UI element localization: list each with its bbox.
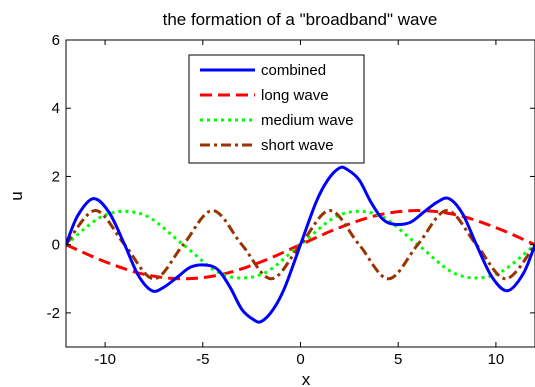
x-tick-label: -5 [196, 351, 209, 368]
legend: combined long wave medium wave short wave [188, 54, 365, 164]
axes-layer: -10 -5 0 5 10 -2 0 2 4 6 [47, 32, 535, 368]
y-tick-label: -2 [47, 305, 60, 322]
y-tick-label: 4 [52, 100, 60, 117]
y-tick-label: 2 [52, 168, 60, 185]
y-tick-label: 0 [52, 237, 60, 254]
legend-label-long-wave: long wave [261, 87, 329, 104]
x-tick-label: 10 [488, 351, 505, 368]
series-layer [66, 165, 535, 324]
series-line-combined [66, 165, 535, 324]
legend-label-medium-wave: medium wave [261, 112, 354, 129]
x-tick-label: 0 [296, 351, 304, 368]
legend-box [188, 54, 365, 164]
legend-label-combined: combined [261, 62, 326, 79]
x-tick-label: 5 [394, 351, 402, 368]
x-axis-label: x [302, 370, 311, 387]
legend-label-short-wave: short wave [261, 137, 334, 154]
y-axis-label: u [7, 191, 26, 200]
series-line-medium-wave [66, 209, 535, 280]
chart-title: the formation of a "broadband" wave [163, 10, 438, 29]
y-tick-label: 6 [52, 32, 60, 49]
x-tick-label: -10 [94, 351, 116, 368]
series-line-short-wave [66, 209, 535, 281]
